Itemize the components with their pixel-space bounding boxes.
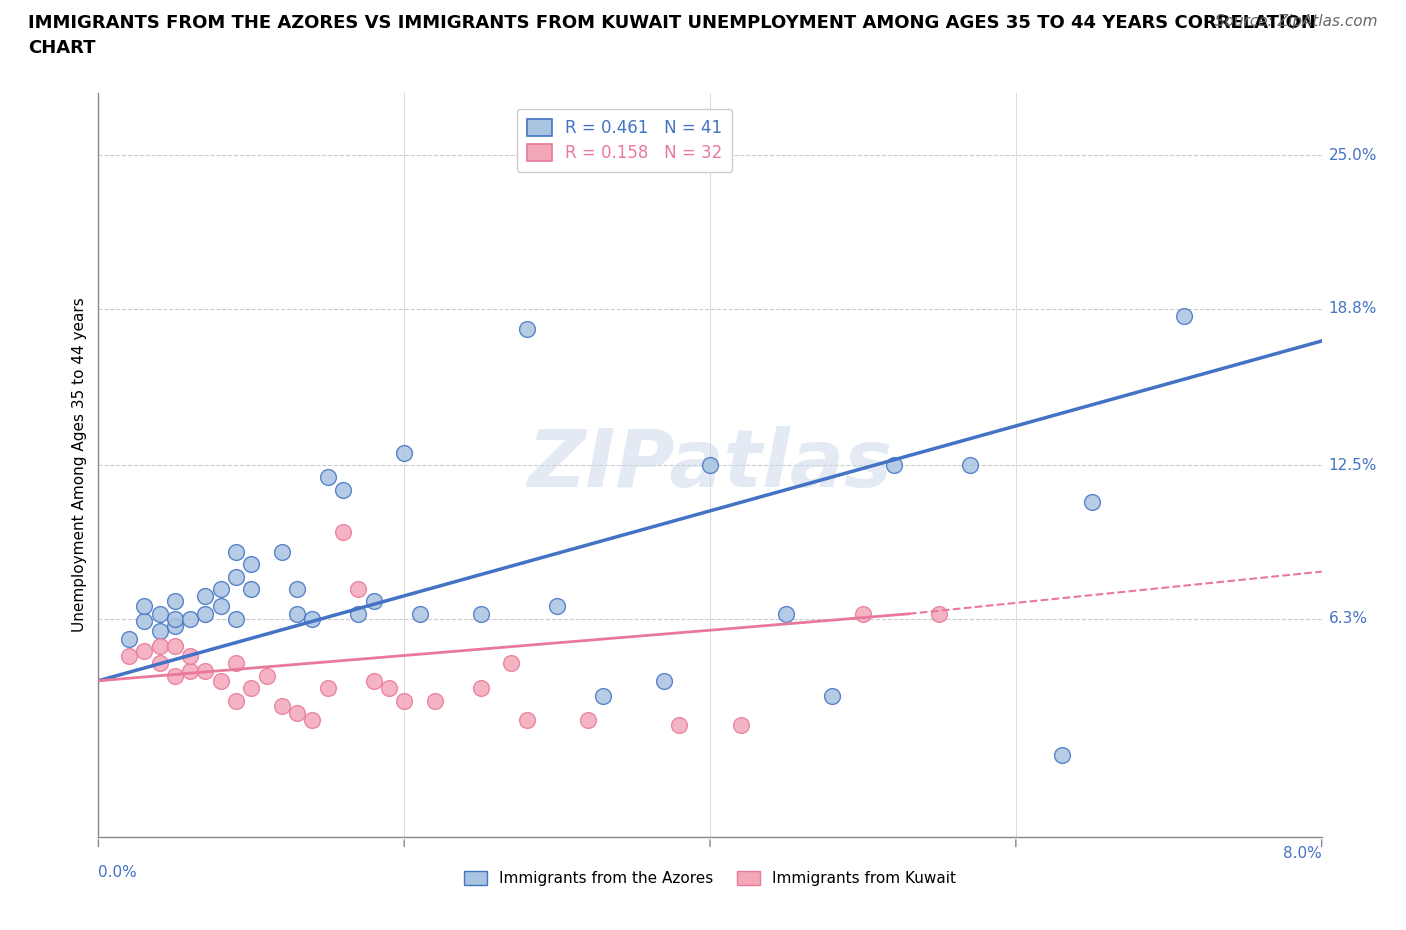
- Point: [652, 673, 675, 688]
- Point: [316, 470, 339, 485]
- Text: Source: ZipAtlas.com: Source: ZipAtlas.com: [1215, 14, 1378, 29]
- Point: [301, 611, 323, 626]
- Point: [592, 688, 614, 703]
- Point: [883, 458, 905, 472]
- Point: [408, 606, 430, 621]
- Point: [270, 698, 294, 713]
- Point: [285, 581, 308, 596]
- Text: 0.0%: 0.0%: [98, 865, 138, 880]
- Point: [118, 648, 141, 663]
- Point: [775, 606, 797, 621]
- Text: IMMIGRANTS FROM THE AZORES VS IMMIGRANTS FROM KUWAIT UNEMPLOYMENT AMONG AGES 35 : IMMIGRANTS FROM THE AZORES VS IMMIGRANTS…: [28, 14, 1316, 57]
- Text: 6.3%: 6.3%: [1329, 611, 1368, 626]
- Point: [194, 606, 217, 621]
- Point: [149, 624, 172, 639]
- Text: 25.0%: 25.0%: [1329, 148, 1376, 163]
- Point: [149, 606, 172, 621]
- Point: [163, 669, 186, 684]
- Point: [225, 693, 247, 708]
- Y-axis label: Unemployment Among Ages 35 to 44 years: Unemployment Among Ages 35 to 44 years: [72, 298, 87, 632]
- Point: [1050, 748, 1073, 763]
- Point: [256, 669, 278, 684]
- Point: [209, 581, 232, 596]
- Point: [363, 673, 385, 688]
- Point: [501, 656, 523, 671]
- Point: [392, 445, 416, 460]
- Text: 12.5%: 12.5%: [1329, 458, 1376, 472]
- Point: [163, 618, 186, 633]
- Point: [194, 663, 217, 678]
- Point: [470, 681, 492, 696]
- Point: [959, 458, 981, 472]
- Point: [730, 718, 752, 733]
- Point: [209, 599, 232, 614]
- Point: [179, 663, 201, 678]
- Point: [928, 606, 950, 621]
- Point: [821, 688, 844, 703]
- Point: [699, 458, 721, 472]
- Point: [225, 656, 247, 671]
- Point: [1173, 309, 1195, 324]
- Point: [332, 483, 354, 498]
- Point: [1081, 495, 1104, 510]
- Point: [392, 693, 416, 708]
- Point: [316, 681, 339, 696]
- Point: [301, 713, 323, 728]
- Point: [516, 713, 538, 728]
- Point: [179, 648, 201, 663]
- Point: [134, 644, 156, 658]
- Point: [194, 589, 217, 604]
- Point: [285, 606, 308, 621]
- Text: 8.0%: 8.0%: [1282, 846, 1322, 861]
- Point: [209, 673, 232, 688]
- Point: [134, 614, 156, 629]
- Point: [668, 718, 690, 733]
- Point: [225, 569, 247, 584]
- Point: [516, 321, 538, 336]
- Point: [378, 681, 401, 696]
- Point: [285, 706, 308, 721]
- Point: [225, 611, 247, 626]
- Point: [163, 639, 186, 654]
- Point: [240, 681, 263, 696]
- Point: [240, 557, 263, 572]
- Point: [363, 594, 385, 609]
- Point: [347, 606, 370, 621]
- Legend: Immigrants from the Azores, Immigrants from Kuwait: Immigrants from the Azores, Immigrants f…: [458, 865, 962, 893]
- Point: [240, 581, 263, 596]
- Point: [149, 656, 172, 671]
- Point: [347, 581, 370, 596]
- Point: [332, 525, 354, 539]
- Point: [852, 606, 875, 621]
- Point: [423, 693, 446, 708]
- Point: [118, 631, 141, 646]
- Point: [149, 639, 172, 654]
- Text: 18.8%: 18.8%: [1329, 301, 1376, 316]
- Point: [470, 606, 492, 621]
- Point: [546, 599, 568, 614]
- Point: [270, 544, 294, 559]
- Text: ZIPatlas: ZIPatlas: [527, 426, 893, 504]
- Point: [576, 713, 599, 728]
- Point: [179, 611, 201, 626]
- Point: [134, 599, 156, 614]
- Point: [163, 594, 186, 609]
- Point: [225, 544, 247, 559]
- Point: [163, 611, 186, 626]
